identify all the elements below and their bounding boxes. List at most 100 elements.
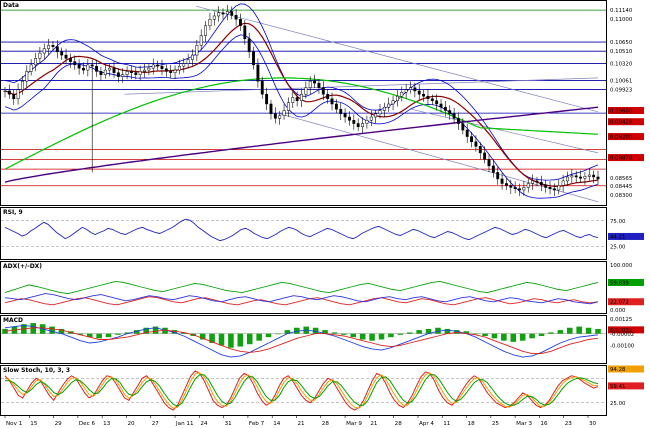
x-axis-tick: Nov 1 (6, 421, 23, 427)
macd-histogram-bar (435, 327, 441, 334)
x-axis-tick: 30 (589, 421, 597, 427)
adx-series-line-1 (4, 296, 599, 306)
channel-line-2 (411, 108, 599, 154)
candle-body (465, 129, 469, 137)
candle-body (16, 89, 20, 100)
candle-body (230, 11, 234, 16)
macd-histogram-bar (322, 330, 328, 334)
x-axis-tick: 11 (443, 421, 451, 427)
main-axis-tick: 0.11140 (610, 8, 633, 14)
candle-body (252, 51, 255, 66)
candle-body (317, 82, 321, 88)
main-price-badge-bg (608, 154, 644, 162)
candle-body (491, 165, 495, 173)
macd-histogram-bar (378, 333, 385, 340)
candle-body (496, 172, 500, 180)
x-axis-tick: Mar 3 (516, 421, 532, 427)
macd-badge-bg (608, 326, 644, 334)
candle-body (286, 102, 290, 111)
x-axis-tick: 20 (127, 421, 135, 427)
candle-body (457, 118, 460, 124)
macd-title: MACD (3, 317, 23, 324)
candle-body (544, 184, 548, 188)
x-axis-tick: 25 (492, 421, 500, 427)
macd-histogram-bar (312, 327, 319, 334)
stoch-series-line-1 (4, 372, 598, 409)
main-axis-tick: 0.11000 (610, 17, 633, 23)
candle-body (539, 181, 543, 186)
macd-histogram-bar (595, 328, 601, 334)
candle-body (439, 103, 443, 108)
macd-histogram-bar (124, 332, 131, 334)
candle-body (182, 63, 186, 67)
stoch-badge-label: 94.28 (610, 367, 626, 373)
candle-body (596, 176, 600, 180)
candle-body (430, 98, 434, 101)
macd-histogram-bar (143, 327, 149, 334)
candle-body (326, 93, 330, 100)
candle-body (34, 58, 37, 66)
candle-body (164, 68, 168, 72)
candle-body (278, 115, 282, 119)
macd-histogram-bar (510, 333, 517, 342)
candle-body (95, 65, 99, 72)
candle-body (221, 12, 225, 15)
candle-body (361, 123, 364, 128)
macd-histogram-bar (209, 333, 215, 344)
macd-histogram-bar (228, 333, 234, 348)
main-price-badge-bg (608, 133, 644, 141)
candle-body (413, 87, 417, 92)
candle-body (108, 67, 112, 71)
rsi-line (4, 218, 599, 242)
main-title: Data (3, 2, 19, 9)
x-axis-tick: Jan 11 (175, 421, 194, 427)
rsi-badge-bg (608, 232, 644, 240)
candle-body (483, 152, 487, 160)
candle-body (247, 38, 251, 53)
candle-body (199, 35, 203, 46)
macd-histogram-bar (406, 332, 413, 334)
x-axis-tick: Feb 7 (249, 421, 265, 427)
candle-body (461, 123, 465, 131)
main-price-badge-label: 0.09428 (610, 120, 633, 126)
rsi-layer (1, 218, 606, 247)
candle-body (422, 93, 426, 97)
candle-body (212, 15, 216, 20)
stoch-panel (0, 365, 607, 416)
x-axis-tick: Dec 6 (79, 421, 96, 427)
candle-body (234, 15, 238, 20)
candle-body (478, 146, 482, 154)
candle-body (308, 80, 312, 88)
candle-body (156, 64, 160, 67)
main-price-badge-bg (608, 118, 644, 126)
stoch-badge-label: 59.41 (610, 384, 625, 390)
adx-series-line-0 (4, 280, 599, 295)
candle-body (7, 90, 11, 95)
candle-body (177, 65, 181, 71)
candle-body (86, 64, 90, 71)
candle-body (55, 46, 59, 53)
x-axis-tick: Apr 4 (419, 421, 434, 427)
macd-histogram-bar (482, 333, 488, 336)
macd-histogram-bar (275, 333, 281, 335)
macd-histogram-bar (491, 333, 498, 339)
candle-body (138, 71, 142, 75)
macd-histogram-bar (576, 326, 582, 334)
x-axis-tick: 13 (103, 421, 111, 427)
macd-histogram-bar (369, 333, 375, 341)
macd-histogram-bar (171, 330, 178, 334)
candle-body (374, 113, 378, 118)
candle-body (404, 89, 408, 93)
candle-body (400, 91, 404, 97)
candle-body (204, 25, 208, 36)
candle-body (526, 183, 530, 188)
candle-body (191, 54, 194, 60)
macd-histogram-bar (529, 333, 535, 339)
candle-body (125, 71, 129, 75)
macd-histogram-bar (294, 327, 300, 334)
x-axis-tick: 23 (565, 421, 573, 427)
candle-body (321, 87, 325, 95)
main-axis-tick: 0.10061 (610, 78, 632, 84)
adx-layer (4, 280, 599, 306)
